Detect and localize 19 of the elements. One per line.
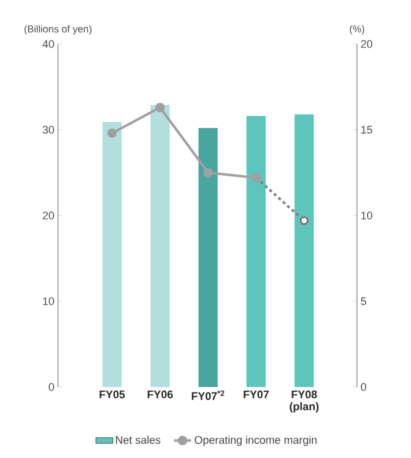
y-tick-label: 40 (42, 40, 54, 48)
y-tick-label: 0 (48, 383, 54, 391)
y2-tick-label: 15 (361, 126, 372, 134)
x-tick-label: FY05 (100, 390, 125, 398)
legend-label: Net sales (116, 436, 160, 444)
x-tick-label: FY07$^{*2}$ (192, 390, 224, 400)
x-tick-label: FY08 (plan) (290, 390, 319, 412)
y-axis-title: (Billions of yen) (24, 25, 92, 34)
legend-label: Operating income margin (194, 436, 317, 446)
y2-tick-label: 20 (361, 40, 372, 48)
x-tick-label: FY06 (148, 390, 173, 398)
y2-tick-label: 0 (360, 383, 366, 391)
y2-axis-title: (%) (350, 25, 364, 34)
y2-tick-label: 10 (361, 212, 372, 220)
x-tick-label: FY07 (244, 390, 269, 398)
y2-tick-label: 5 (360, 297, 366, 306)
y-tick-label: 30 (42, 126, 54, 134)
y-tick-label: 20 (42, 212, 54, 220)
y-tick-label: 10 (43, 297, 54, 306)
